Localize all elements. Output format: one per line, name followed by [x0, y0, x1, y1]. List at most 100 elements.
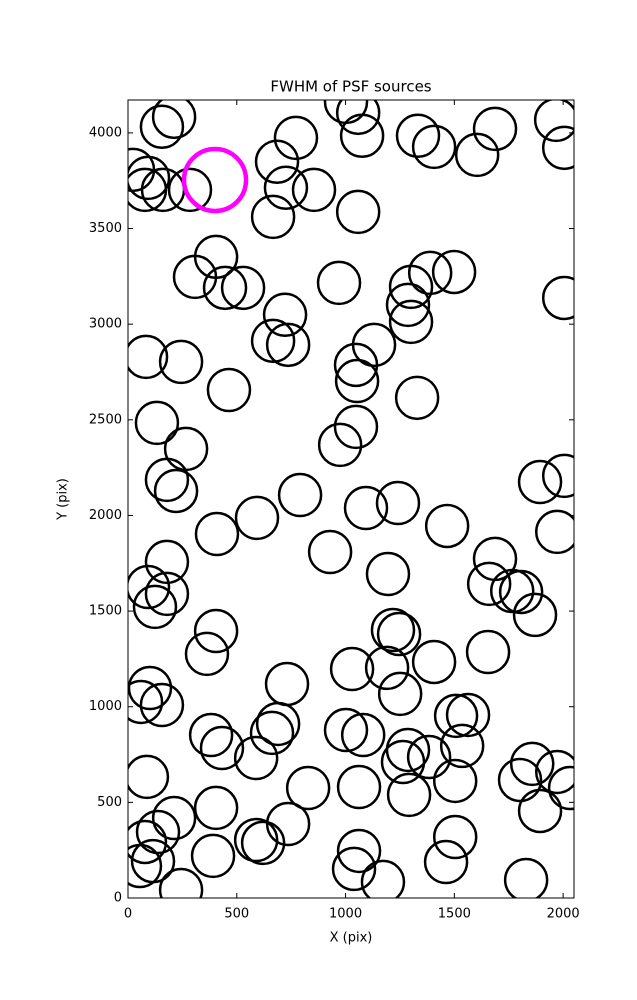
source-marker	[128, 334, 169, 380]
source-marker	[139, 104, 185, 150]
source-marker	[317, 422, 363, 468]
source-marker	[254, 139, 300, 185]
source-marker	[509, 741, 555, 787]
source-marker	[432, 758, 478, 804]
source-marker	[472, 106, 518, 152]
source-marker	[199, 725, 245, 771]
source-marker	[265, 322, 311, 368]
source-marker	[336, 764, 382, 810]
source-marker	[184, 631, 230, 677]
x-tick-label: 1500	[438, 907, 471, 922]
source-marker	[385, 282, 431, 328]
source-marker	[331, 846, 377, 892]
source-marker	[233, 817, 279, 863]
source-marker	[264, 661, 310, 707]
source-marker	[193, 785, 239, 831]
source-marker	[406, 734, 452, 780]
source-marker	[335, 100, 381, 136]
source-marker	[370, 607, 416, 653]
source-marker	[517, 788, 563, 834]
source-marker	[151, 100, 197, 140]
x-tick-label: 500	[224, 907, 249, 922]
y-tick-label: 2500	[89, 412, 122, 427]
source-marker	[194, 511, 240, 557]
source-marker	[333, 342, 379, 388]
x-tick-label: 2000	[547, 907, 580, 922]
source-marker	[134, 400, 180, 446]
source-marker	[445, 692, 491, 738]
source-marker	[336, 828, 382, 874]
source-marker	[335, 189, 381, 235]
source-marker	[407, 250, 453, 296]
y-tick-label: 1000	[89, 699, 122, 714]
source-marker	[541, 275, 574, 321]
source-marker	[167, 167, 213, 213]
source-marker	[285, 765, 331, 811]
source-marker	[333, 404, 379, 450]
source-marker	[144, 539, 190, 585]
y-tick-label: 4000	[89, 125, 122, 140]
x-axis-label: X (pix)	[330, 931, 373, 946]
x-tick-label: 0	[124, 907, 132, 922]
source-marker	[151, 795, 197, 841]
source-marker	[128, 754, 170, 800]
source-marker	[206, 367, 252, 413]
source-marker	[380, 739, 426, 785]
source-marker	[158, 339, 204, 385]
y-tick-label: 3500	[89, 221, 122, 236]
source-marker	[388, 299, 434, 345]
y-axis-label: Y (pix)	[56, 478, 71, 521]
source-marker	[250, 318, 296, 364]
source-marker	[517, 459, 563, 505]
source-marker	[188, 712, 234, 758]
source-marker	[394, 375, 440, 421]
source-marker	[339, 113, 385, 159]
source-marker	[547, 765, 574, 811]
source-marker	[497, 757, 543, 803]
source-marker	[128, 819, 168, 865]
source-marker	[376, 611, 422, 657]
source-marker	[541, 453, 574, 499]
source-marker	[340, 712, 386, 758]
source-marker	[439, 723, 485, 769]
source-marker	[128, 167, 168, 213]
source-marker	[291, 167, 337, 213]
source-marker	[395, 113, 441, 159]
source-marker	[512, 592, 558, 638]
y-tick-label: 2000	[89, 508, 122, 523]
source-marker	[128, 843, 163, 889]
source-marker	[360, 859, 406, 898]
source-marker	[431, 249, 477, 295]
source-marker	[364, 645, 410, 691]
plot-area	[128, 100, 574, 898]
source-marker	[489, 568, 535, 614]
source-marker	[424, 503, 470, 549]
y-tick-label: 500	[97, 795, 122, 810]
source-marker	[144, 571, 190, 617]
source-marker	[307, 529, 353, 575]
source-marker	[365, 551, 411, 597]
source-marker	[503, 857, 549, 898]
source-marker	[140, 167, 186, 213]
source-marker	[139, 682, 185, 728]
source-marker	[132, 584, 178, 630]
chart-title: FWHM of PSF sources	[270, 78, 431, 96]
source-marker	[541, 125, 574, 171]
source-marker	[375, 480, 421, 526]
source-marker	[193, 608, 239, 654]
source-marker	[265, 801, 311, 847]
source-marker	[128, 155, 171, 201]
source-marker	[411, 639, 457, 685]
source-marker	[323, 707, 369, 753]
x-tick-label: 1000	[329, 907, 362, 922]
source-marker	[144, 457, 190, 503]
source-marker	[466, 561, 512, 607]
source-marker	[411, 124, 457, 170]
source-marker	[535, 749, 574, 795]
source-marker	[135, 809, 181, 855]
source-marker	[432, 814, 478, 860]
source-marker	[250, 194, 296, 240]
source-marker	[334, 358, 380, 404]
source-marker	[535, 509, 574, 555]
